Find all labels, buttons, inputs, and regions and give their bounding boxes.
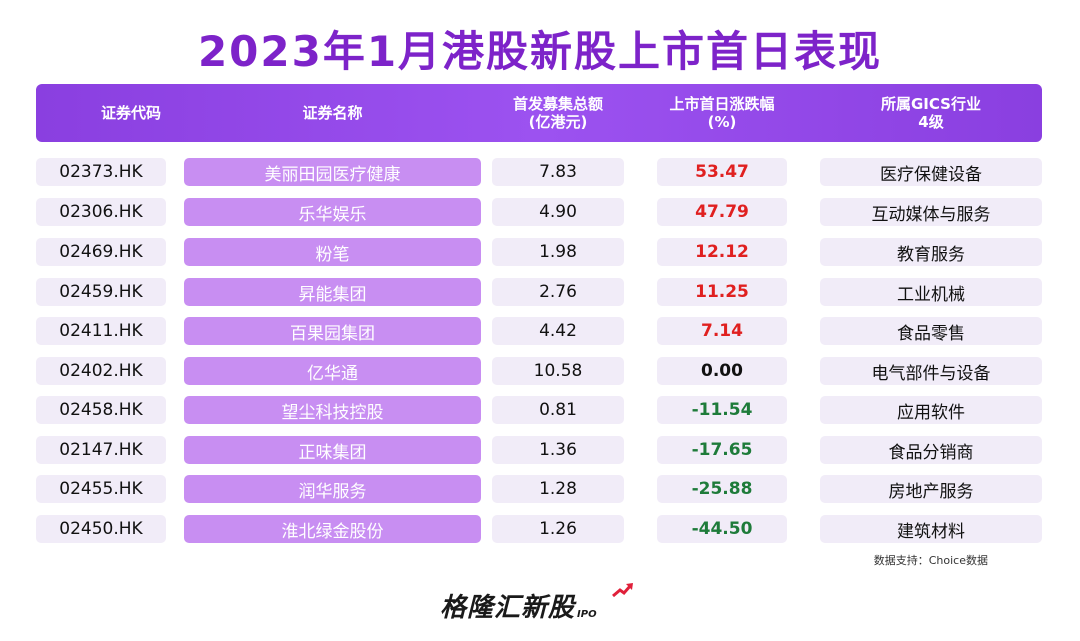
- logo-sub: IPO: [577, 609, 597, 620]
- amount-cell: 7.83: [492, 158, 624, 186]
- industry-cell: 医疗保健设备: [820, 158, 1042, 186]
- amount-cell: 1.26: [492, 515, 624, 543]
- name-cell: 亿华通: [184, 357, 481, 385]
- table-row: 02147.HK 正味集团 1.36 -17.65 食品分销商: [0, 436, 1080, 464]
- industry-cell: 食品分销商: [820, 436, 1042, 464]
- industry-cell: 食品零售: [820, 317, 1042, 345]
- header-change-line2: (%): [707, 113, 737, 131]
- table-row: 02411.HK 百果园集团 4.42 7.14 食品零售: [0, 317, 1080, 345]
- name-cell: 乐华娱乐: [184, 198, 481, 226]
- table-row: 02402.HK 亿华通 10.58 0.00 电气部件与设备: [0, 357, 1080, 385]
- industry-cell: 教育服务: [820, 238, 1042, 266]
- code-cell: 02458.HK: [36, 396, 166, 424]
- name-cell: 正味集团: [184, 436, 481, 464]
- page-title: 2023年1月港股新股上市首日表现: [197, 27, 883, 76]
- header-change-line1: 上市首日涨跌幅: [669, 95, 775, 113]
- change-cell: 0.00: [657, 357, 787, 385]
- trend-arrow-icon: [612, 583, 633, 598]
- logo-text: 格隆汇新股: [440, 593, 576, 623]
- header-name: 证券名称: [184, 84, 481, 142]
- table-row: 02306.HK 乐华娱乐 4.90 47.79 互动媒体与服务: [0, 198, 1080, 226]
- name-cell: 百果园集团: [184, 317, 481, 345]
- table-header: 证券代码 证券名称 首发募集总额 (亿港元) 上市首日涨跌幅 (%) 所属GIC…: [36, 84, 1042, 142]
- data-source-note: 数据支持：Choice数据: [873, 554, 988, 567]
- amount-cell: 4.90: [492, 198, 624, 226]
- industry-cell: 工业机械: [820, 278, 1042, 306]
- table-row: 02469.HK 粉笔 1.98 12.12 教育服务: [0, 238, 1080, 266]
- amount-cell: 4.42: [492, 317, 624, 345]
- code-cell: 02306.HK: [36, 198, 166, 226]
- amount-cell: 1.98: [492, 238, 624, 266]
- amount-cell: 0.81: [492, 396, 624, 424]
- table-row: 02458.HK 望尘科技控股 0.81 -11.54 应用软件: [0, 396, 1080, 424]
- code-cell: 02373.HK: [36, 158, 166, 186]
- name-cell: 望尘科技控股: [184, 396, 481, 424]
- industry-cell: 互动媒体与服务: [820, 198, 1042, 226]
- header-change: 上市首日涨跌幅 (%): [657, 84, 787, 142]
- code-cell: 02411.HK: [36, 317, 166, 345]
- table-row: 02459.HK 昇能集团 2.76 11.25 工业机械: [0, 278, 1080, 306]
- header-industry-line2: 4级: [918, 113, 944, 131]
- amount-cell: 10.58: [492, 357, 624, 385]
- code-cell: 02450.HK: [36, 515, 166, 543]
- change-cell: -44.50: [657, 515, 787, 543]
- industry-cell: 房地产服务: [820, 475, 1042, 503]
- code-cell: 02469.HK: [36, 238, 166, 266]
- change-cell: 11.25: [657, 278, 787, 306]
- header-industry-line1: 所属GICS行业: [881, 95, 981, 113]
- code-cell: 02455.HK: [36, 475, 166, 503]
- brand-logo: 格隆汇新股 IPO: [440, 583, 633, 624]
- header-amount-line1: 首发募集总额: [512, 95, 603, 113]
- change-cell: -25.88: [657, 475, 787, 503]
- header-code: 证券代码: [66, 84, 196, 142]
- change-cell: 12.12: [657, 238, 787, 266]
- name-cell: 淮北绿金股份: [184, 515, 481, 543]
- header-industry: 所属GICS行业 4级: [820, 84, 1042, 142]
- table-row: 02373.HK 美丽田园医疗健康 7.83 53.47 医疗保健设备: [0, 158, 1080, 186]
- amount-cell: 1.28: [492, 475, 624, 503]
- industry-cell: 建筑材料: [820, 515, 1042, 543]
- name-cell: 昇能集团: [184, 278, 481, 306]
- change-cell: 53.47: [657, 158, 787, 186]
- code-cell: 02147.HK: [36, 436, 166, 464]
- amount-cell: 1.36: [492, 436, 624, 464]
- amount-cell: 2.76: [492, 278, 624, 306]
- change-cell: 7.14: [657, 317, 787, 345]
- header-name-label: 证券名称: [302, 104, 363, 122]
- change-cell: -11.54: [657, 396, 787, 424]
- header-amount-line2: (亿港元): [528, 113, 588, 131]
- change-cell: 47.79: [657, 198, 787, 226]
- code-cell: 02402.HK: [36, 357, 166, 385]
- table-row: 02455.HK 润华服务 1.28 -25.88 房地产服务: [0, 475, 1080, 503]
- name-cell: 粉笔: [184, 238, 481, 266]
- code-cell: 02459.HK: [36, 278, 166, 306]
- table-row: 02450.HK 淮北绿金股份 1.26 -44.50 建筑材料: [0, 515, 1080, 543]
- header-code-label: 证券代码: [100, 104, 161, 122]
- name-cell: 润华服务: [184, 475, 481, 503]
- change-cell: -17.65: [657, 436, 787, 464]
- header-amount: 首发募集总额 (亿港元): [492, 84, 624, 142]
- industry-cell: 应用软件: [820, 396, 1042, 424]
- industry-cell: 电气部件与设备: [820, 357, 1042, 385]
- name-cell: 美丽田园医疗健康: [184, 158, 481, 186]
